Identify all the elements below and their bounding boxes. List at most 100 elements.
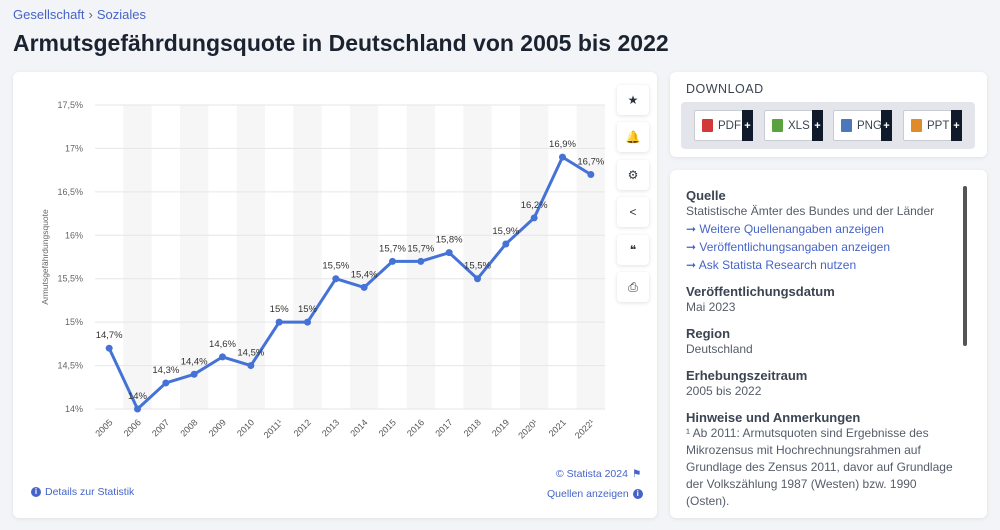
column-band [123,105,152,409]
data-point [105,344,113,352]
download-xls-button[interactable]: XLS + [764,110,823,141]
data-point [417,257,425,265]
y-tick-label: 15,5% [57,274,83,284]
data-point [474,275,481,283]
data-label: 15,5% [464,261,491,272]
breadcrumb-soziales[interactable]: Soziales [96,7,147,22]
x-tick-label: 2019 [490,417,511,438]
pubdate-heading: Veröffentlichungsdatum [686,284,835,299]
data-label: 14% [128,391,148,402]
data-point [360,283,368,291]
plus-icon: + [812,110,823,141]
download-buttons: PDF + XLS + PNG + PPT + [681,102,975,149]
region-value: Deutschland [686,342,753,356]
arrow-right-icon: ➞ [686,240,700,254]
x-tick-label: 2014 [348,417,369,438]
png-file-icon [841,119,852,132]
y-tick-label: 14% [65,404,83,414]
arrow-right-icon: ➞ [686,258,699,272]
data-point [162,379,170,387]
png-label: PNG [857,119,882,132]
publication-info-link[interactable]: ➞ Veröffentlichungsangaben anzeigen [686,238,956,256]
data-point [134,405,141,413]
data-label: 15,7% [407,243,434,254]
page-title: Armutsgefährdungsquote in Deutschland vo… [13,30,669,56]
line-chart: 14% 14,5% 15% 15,5% 16% 16,5% 17% 17,5% Armutsge… [40,100,605,441]
y-tick-label: 17% [65,143,83,153]
data-point [559,153,566,161]
link-text: Ask Statista Research nutzen [698,258,857,272]
column-band [576,105,605,409]
quote-icon[interactable]: ❝ [617,235,649,265]
pubdate-value: Mai 2023 [686,300,736,314]
x-tick-label: 2012 [292,417,313,438]
x-tick-label: 2006 [122,417,143,438]
data-point [587,170,595,178]
column-band [236,105,265,409]
pdf-file-icon [702,119,713,132]
ppt-label: PPT [927,119,950,132]
x-tick-label: 2016 [405,417,426,438]
series-line [107,155,592,411]
more-sources-link[interactable]: ➞ Weitere Quellenangaben anzeigen [686,220,956,238]
y-tick-label: 17,5% [57,100,83,110]
data-label: 14,3% [152,365,179,376]
column-band [350,105,379,409]
data-label: 15,9% [492,226,519,237]
data-point [304,318,311,326]
gear-icon[interactable]: ⚙ [617,160,649,190]
data-point [190,370,198,378]
sources-link[interactable]: Quellen anzeigen i [547,488,643,500]
link-text: Veröffentlichungsangaben anzeigen [699,240,890,254]
data-label: 15,8% [436,235,463,246]
ask-research-link[interactable]: ➞ Ask Statista Research nutzen [686,256,956,274]
data-label: 15% [270,304,290,315]
data-point [445,249,453,257]
star-icon[interactable]: ★ [617,85,649,115]
info-icon: i [632,489,643,499]
data-label: 15% [298,304,318,315]
data-point [219,353,226,361]
column-band [463,105,492,409]
copyright-text: © Statista 2024 [556,468,628,480]
sources-text: Quellen anzeigen [547,488,629,500]
column-band [520,105,549,409]
x-tick-label: 2011¹ [262,417,285,440]
data-point [389,257,396,265]
bell-icon[interactable]: 🔔 [617,122,649,152]
data-label: 14,5% [237,348,264,359]
share-icon[interactable]: < [617,197,649,227]
copyright-link[interactable]: © Statista 2024 ⚑ [556,468,641,480]
y-tick-label: 14,5% [57,361,83,371]
info-icon: i [31,487,41,497]
y-tick-label: 15% [65,317,83,327]
data-label: 16,9% [549,139,576,150]
data-label: 14,7% [96,330,123,341]
download-card: DOWNLOAD PDF + XLS + PNG + PPT + [670,72,987,157]
column-band [180,105,209,409]
info-card: Quelle Statistische Ämter des Bundes und… [670,170,987,518]
x-tick-label: 2017 [433,417,454,438]
details-link[interactable]: i Details zur Statistik [31,486,134,498]
y-tick-label: 16,5% [57,187,83,197]
x-tick-label: 2015 [377,417,398,438]
download-ppt-button[interactable]: PPT + [903,110,962,141]
breadcrumb-gesellschaft[interactable]: Gesellschaft [13,7,85,22]
scrollbar[interactable] [963,186,967,346]
plus-icon: + [951,110,962,141]
data-point [275,318,283,326]
x-tick-label: 2020¹ [516,417,539,440]
xls-file-icon [772,119,783,132]
download-png-button[interactable]: PNG + [833,110,892,141]
breadcrumb-separator: › [88,7,93,22]
plus-icon: + [742,110,753,141]
source-heading: Quelle [686,188,726,203]
x-tick-label: 2013 [320,417,341,438]
source-text: Statistische Ämter des Bundes und der Lä… [686,204,935,218]
x-tick-label: 2022¹ [573,417,596,440]
download-pdf-button[interactable]: PDF + [694,110,753,141]
data-label: 15,4% [351,269,378,280]
data-label: 14,6% [209,339,236,350]
print-icon[interactable]: ⎙ [617,272,649,302]
notes-text: ¹ Ab 2011: Armutsquoten sind Ergebnisse … [686,426,953,508]
